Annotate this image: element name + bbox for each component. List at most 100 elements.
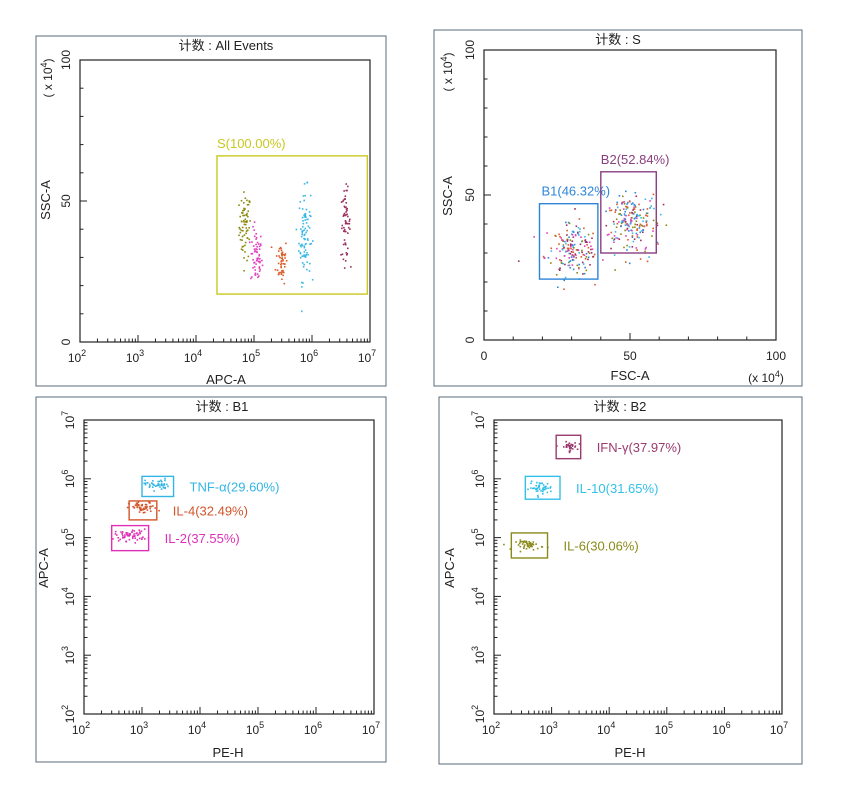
data-point (276, 269, 279, 271)
data-point (550, 247, 553, 250)
data-point (625, 206, 628, 208)
data-point (613, 241, 615, 244)
data-point (584, 235, 586, 238)
data-point (574, 208, 576, 210)
data-point (134, 542, 137, 544)
data-point (342, 243, 345, 246)
y-tick-label: 50 (463, 188, 477, 202)
x-tick-exp: 2 (85, 720, 90, 730)
data-point (645, 224, 648, 227)
x-tick-label: 102 (68, 348, 86, 365)
data-point (630, 203, 633, 205)
x-tick-label: 50 (623, 349, 637, 363)
data-point (562, 446, 565, 448)
data-point (299, 251, 302, 254)
data-point (345, 243, 347, 246)
data-point (528, 546, 531, 549)
data-point (567, 244, 570, 246)
data-point (252, 225, 254, 228)
data-point (638, 225, 641, 227)
data-point (632, 213, 635, 215)
y-tick-exp: 6 (470, 470, 480, 475)
data-point (283, 253, 285, 256)
data-point (255, 248, 257, 250)
data-point (301, 255, 304, 257)
data-point (572, 231, 575, 233)
data-point (628, 230, 630, 232)
data-point (349, 228, 351, 230)
y-tick-label: 105 (470, 528, 487, 546)
data-point (149, 507, 151, 510)
data-point (144, 479, 146, 482)
data-point (254, 272, 257, 275)
data-point (345, 214, 347, 216)
data-point (628, 262, 631, 265)
x-tick-label: 0 (481, 349, 488, 363)
data-point (134, 537, 136, 539)
data-point (555, 273, 558, 276)
data-point (652, 193, 655, 196)
data-point (587, 233, 590, 236)
data-point (256, 258, 259, 261)
data-point (624, 261, 627, 263)
data-point (532, 541, 535, 543)
data-point (639, 223, 642, 226)
data-point (623, 246, 625, 249)
x-tick-base: 10 (597, 723, 611, 737)
data-point (565, 440, 567, 443)
data-point (568, 257, 571, 259)
data-point (587, 250, 590, 253)
data-point (346, 209, 348, 212)
y-tick-base: 10 (473, 651, 487, 665)
data-point (346, 207, 348, 210)
data-point (302, 255, 305, 257)
data-point (342, 200, 344, 203)
plot-b2: 102 103 104 105 106 107102103104105106107IFN-… (470, 411, 788, 737)
data-point (303, 254, 305, 256)
data-point (307, 225, 310, 228)
data-point (257, 243, 260, 245)
data-point (605, 210, 607, 213)
data-point (258, 248, 261, 250)
data-point (572, 259, 575, 262)
data-point (240, 220, 243, 223)
data-point (342, 258, 345, 261)
data-point (242, 229, 244, 232)
data-point (564, 221, 567, 224)
data-point (570, 247, 572, 250)
data-point (256, 246, 258, 248)
data-point (344, 242, 347, 244)
data-point (126, 533, 128, 536)
data-point (561, 248, 564, 251)
data-point (631, 235, 634, 237)
data-point (574, 234, 577, 237)
data-point (518, 542, 521, 545)
data-point (241, 239, 243, 242)
data-point (558, 233, 560, 236)
data-point (573, 243, 576, 246)
x-tick-exp: 6 (317, 720, 322, 730)
data-point (652, 227, 655, 230)
data-point (258, 253, 261, 256)
y-tick-exp: 5 (60, 528, 70, 533)
data-point (345, 222, 348, 225)
data-point (555, 235, 557, 237)
x-tick-exp: 7 (783, 720, 788, 730)
data-point (529, 542, 531, 545)
data-point (238, 226, 241, 229)
data-point (578, 252, 580, 254)
data-point (160, 488, 163, 490)
data-point (636, 217, 638, 220)
data-point (346, 222, 349, 225)
data-point (532, 548, 535, 551)
data-point (578, 230, 581, 233)
data-point (569, 447, 571, 450)
data-point (625, 214, 627, 217)
data-point (340, 254, 342, 256)
data-point (640, 224, 643, 227)
data-point (244, 197, 247, 200)
x-tick-label: 100 (766, 349, 786, 363)
y-tick-exp: 3 (60, 646, 70, 651)
data-point (140, 538, 143, 541)
